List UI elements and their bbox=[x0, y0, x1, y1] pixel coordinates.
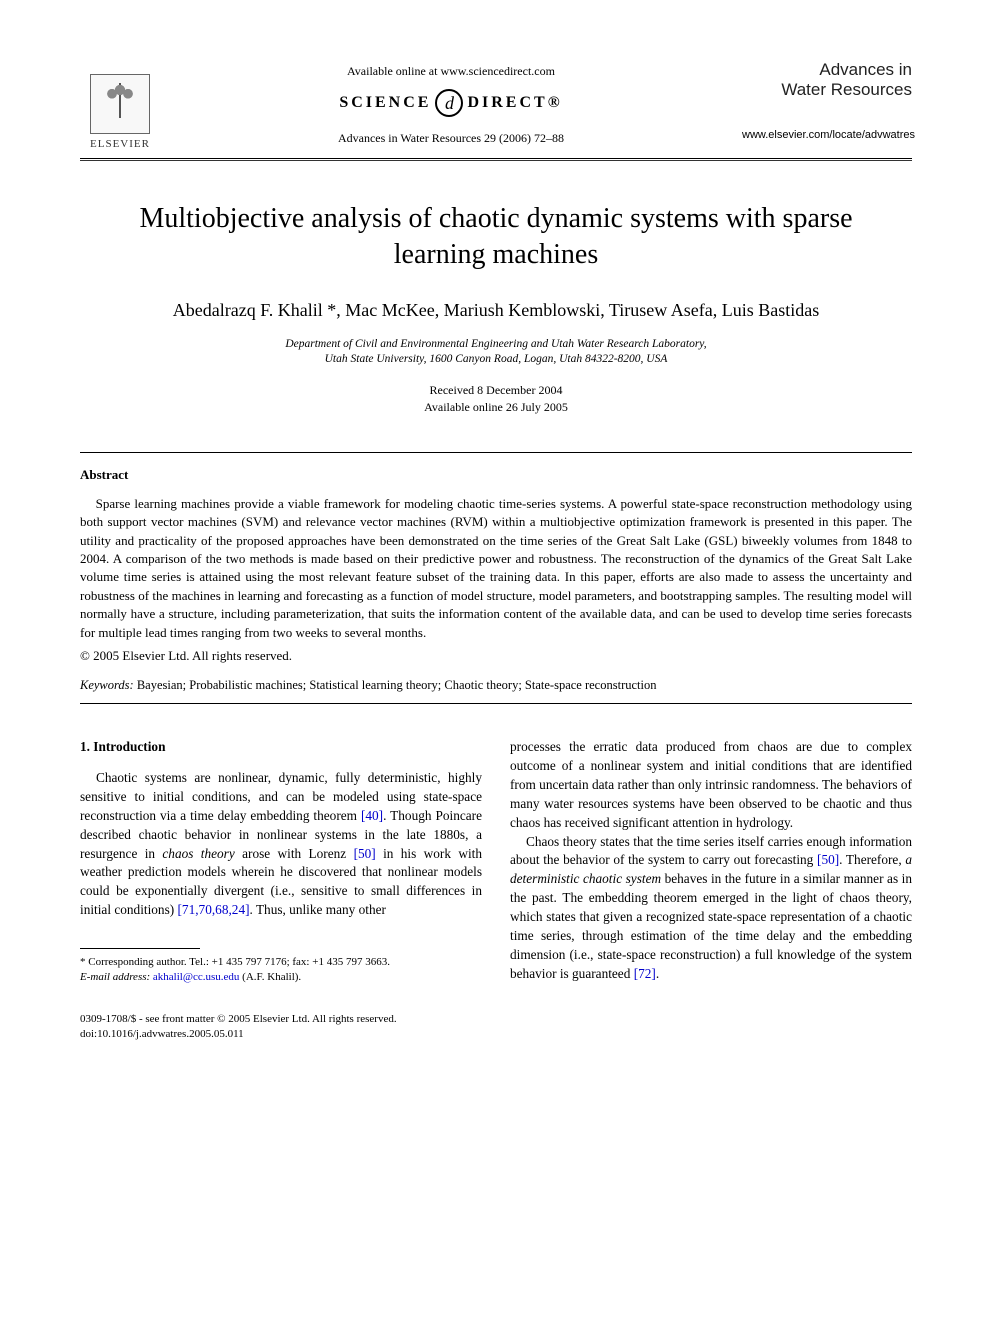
sciencedirect-logo: SCIENCE d DIRECT® bbox=[339, 89, 562, 117]
header-rule-thin bbox=[80, 160, 912, 161]
keywords-text: Bayesian; Probabilistic machines; Statis… bbox=[134, 678, 657, 692]
keywords: Keywords: Bayesian; Probabilistic machin… bbox=[80, 678, 912, 693]
abstract-text: Sparse learning machines provide a viabl… bbox=[80, 495, 912, 643]
corr-author-line: * Corresponding author. Tel.: +1 435 797… bbox=[80, 955, 482, 970]
footnote-rule bbox=[80, 948, 200, 949]
article-title: Multiobjective analysis of chaotic dynam… bbox=[120, 201, 872, 274]
corresponding-footnote: * Corresponding author. Tel.: +1 435 797… bbox=[80, 955, 482, 986]
doi-line: doi:10.1016/j.advwatres.2005.05.011 bbox=[80, 1027, 912, 1042]
ref-50b-link[interactable]: [50] bbox=[817, 852, 839, 867]
journal-name-line2: Water Resources bbox=[742, 80, 912, 100]
email-link[interactable]: akhalil@cc.usu.edu bbox=[153, 971, 240, 983]
p1e: . Thus, unlike many other bbox=[250, 902, 386, 917]
online-date: Available online 26 July 2005 bbox=[80, 399, 912, 416]
ref-multi-link[interactable]: [71,70,68,24] bbox=[178, 902, 250, 917]
received-date: Received 8 December 2004 bbox=[80, 382, 912, 399]
front-matter-line: 0309-1708/$ - see front matter © 2005 El… bbox=[80, 1012, 912, 1027]
sd-left: SCIENCE bbox=[339, 94, 431, 112]
email-tail: (A.F. Khalil). bbox=[239, 971, 301, 983]
ref-40-link[interactable]: [40] bbox=[361, 808, 383, 823]
ref-50a-link[interactable]: [50] bbox=[354, 846, 376, 861]
intro-para-2: Chaos theory states that the time series… bbox=[510, 833, 912, 984]
abstract-heading: Abstract bbox=[80, 467, 912, 483]
chaos-theory-ital: chaos theory bbox=[162, 846, 234, 861]
abstract-copyright: © 2005 Elsevier Ltd. All rights reserved… bbox=[80, 648, 912, 664]
elsevier-label: ELSEVIER bbox=[90, 138, 150, 150]
email-line: E-mail address: akhalil@cc.usu.edu (A.F.… bbox=[80, 970, 482, 985]
journal-box: Advances in Water Resources www.elsevier… bbox=[742, 60, 912, 141]
authors: Abedalrazq F. Khalil *, Mac McKee, Mariu… bbox=[80, 298, 912, 323]
p3d: . bbox=[656, 966, 659, 981]
header-rule bbox=[80, 158, 912, 159]
article-dates: Received 8 December 2004 Available onlin… bbox=[80, 382, 912, 416]
abstract-rule-bot bbox=[80, 703, 912, 704]
intro-para-1-cont: processes the erratic data produced from… bbox=[510, 738, 912, 832]
header-center: Available online at www.sciencedirect.co… bbox=[160, 60, 742, 146]
citation-line: Advances in Water Resources 29 (2006) 72… bbox=[160, 131, 742, 146]
body-columns: 1. Introduction Chaotic systems are nonl… bbox=[80, 738, 912, 986]
keywords-label: Keywords: bbox=[80, 678, 134, 692]
available-online-line: Available online at www.sciencedirect.co… bbox=[160, 64, 742, 79]
email-label: E-mail address: bbox=[80, 971, 150, 983]
journal-name-line1: Advances in bbox=[742, 60, 912, 80]
abstract-rule-top bbox=[80, 452, 912, 453]
affiliation: Department of Civil and Environmental En… bbox=[80, 337, 912, 368]
page-header: ELSEVIER Available online at www.science… bbox=[80, 60, 912, 150]
elsevier-tree-icon bbox=[90, 74, 150, 134]
journal-url: www.elsevier.com/locate/advwatres bbox=[742, 129, 912, 141]
bottom-block: 0309-1708/$ - see front matter © 2005 El… bbox=[80, 1012, 912, 1042]
p3c: behaves in the future in a similar manne… bbox=[510, 871, 912, 980]
elsevier-logo: ELSEVIER bbox=[80, 60, 160, 150]
p3b: . Therefore, bbox=[839, 852, 905, 867]
p1c: arose with Lorenz bbox=[235, 846, 354, 861]
section-1-heading: 1. Introduction bbox=[80, 738, 482, 757]
ref-72-link[interactable]: [72] bbox=[634, 966, 656, 981]
intro-para-1: Chaotic systems are nonlinear, dynamic, … bbox=[80, 769, 482, 920]
p2a: processes the erratic data produced from… bbox=[510, 739, 912, 830]
sd-right: DIRECT® bbox=[467, 94, 562, 112]
sd-circle-icon: d bbox=[435, 89, 463, 117]
